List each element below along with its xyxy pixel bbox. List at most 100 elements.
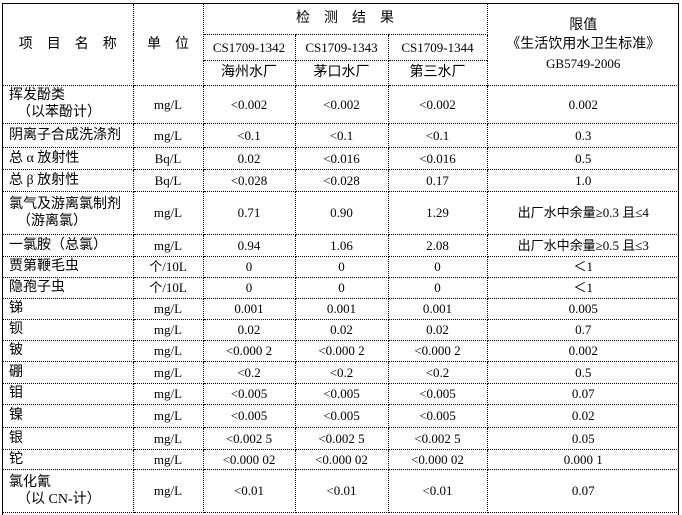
result-disan-cell: <0.002 <box>387 84 488 124</box>
result-haizhou-cell: <0.2 <box>202 360 296 384</box>
result-disan-cell: <0.002 5 <box>387 426 488 450</box>
plant-name-3: 第三水厂 <box>387 59 487 86</box>
param-name-cell: 镍 <box>3 403 134 428</box>
unit-cell: mg/L <box>132 122 204 148</box>
unit-cell: 个/10L <box>132 255 204 278</box>
result-haizhou-cell: <0.005 <box>202 403 296 428</box>
sample-id-3: CS1709-1344 <box>387 33 487 61</box>
param-name-line2: （以苯酚计） <box>17 105 101 120</box>
table-row: 总 β 放射性 Bq/L <0.028 <0.028 0.17 1.0 <box>3 168 678 192</box>
table-row: 锑 mg/L 0.001 0.001 0.001 0.005 <box>3 297 678 320</box>
param-name-cell: 硼 <box>3 360 134 384</box>
result-maokou-cell: 0 <box>294 255 389 278</box>
result-disan-cell: <0.01 <box>387 468 488 513</box>
limit-cell: 0.7 <box>486 318 678 341</box>
param-name: 钡 <box>9 322 23 337</box>
col-header-unit: 单 位 <box>132 4 204 86</box>
unit-cell: mg/L <box>132 448 204 470</box>
result-maokou-cell: <0.028 <box>294 168 389 192</box>
result-maokou-cell: <0.1 <box>294 122 389 148</box>
unit-cell: mg/L <box>132 339 204 362</box>
result-disan-cell: 2.08 <box>387 233 488 257</box>
result-haizhou-cell: <0.000 02 <box>202 448 296 470</box>
result-maokou-cell: <0.01 <box>294 468 389 513</box>
result-maokou-cell: <0.002 5 <box>294 426 389 450</box>
limit-standard-name: 《生活饮用水卫生标准》 <box>506 36 661 52</box>
table-row: 镍 mg/L <0.005 <0.005 <0.005 0.02 <box>3 403 678 428</box>
limit-cell: 0.002 <box>486 84 678 124</box>
param-name: 钼 <box>9 386 23 401</box>
param-name: 一氯胺（总氯） <box>9 237 107 253</box>
param-name: 银 <box>9 430 23 446</box>
table-row: 铊 mg/L <0.000 02 <0.000 02 <0.000 02 0.0… <box>3 448 678 470</box>
unit-cell: mg/L <box>132 403 204 428</box>
param-name: 总 α 放射性 <box>9 150 80 166</box>
result-haizhou-cell: 0.94 <box>202 233 296 257</box>
param-name-line2: （以 CN-计） <box>17 491 101 507</box>
param-name-cell: 一氯胺（总氯） <box>3 233 134 257</box>
result-maokou-cell: <0.016 <box>294 146 389 170</box>
limit-cell: 0.05 <box>486 426 678 450</box>
result-maokou-cell: 0.90 <box>294 190 389 235</box>
table-row: 硼 mg/L <0.2 <0.2 <0.2 0.5 <box>3 360 678 384</box>
param-name: 硼 <box>9 364 23 380</box>
limit-cell: 0.07 <box>486 382 678 405</box>
unit-cell: mg/L <box>132 190 204 235</box>
param-name: 镍 <box>9 408 23 423</box>
param-name: 铍 <box>9 343 23 358</box>
param-name-cell: 隐孢子虫 <box>3 276 134 299</box>
param-name: 铊 <box>9 451 23 467</box>
limit-cell: 0.005 <box>486 297 678 320</box>
param-name: 氯化氰 <box>9 474 51 490</box>
result-haizhou-cell: 0.02 <box>202 146 296 170</box>
result-disan-cell: <0.2 <box>387 360 488 384</box>
limit-cell: 出厂水中余量≥0.3 且≤4 <box>486 190 678 235</box>
param-name-cell: 银 <box>3 426 134 450</box>
result-disan-cell: <0.005 <box>387 382 488 405</box>
col-header-item-name: 项 目 名 称 <box>3 4 134 86</box>
param-name-cell: 钡 <box>3 318 134 341</box>
unit-cell: mg/L <box>132 233 204 257</box>
limit-title: 限值 <box>569 17 598 33</box>
table-row: 氯气及游离氯制剂 （游离氯） mg/L 0.71 0.90 1.29 出厂水中余… <box>3 190 678 235</box>
result-maokou-cell: <0.000 2 <box>294 339 389 362</box>
result-maokou-cell: <0.005 <box>294 382 389 405</box>
sample-id-2: CS1709-1343 <box>294 33 389 61</box>
limit-cell: 1.0 <box>486 168 678 192</box>
param-name-cell: 锑 <box>3 297 134 320</box>
param-name: 挥发酚类 <box>9 88 65 103</box>
limit-cell: 0.5 <box>486 146 678 170</box>
param-name: 氯气及游离氯制剂 <box>9 196 121 212</box>
limit-cell: 出厂水中余量≥0.5 且≤3 <box>486 233 678 257</box>
limit-cell: 0.5 <box>486 360 678 384</box>
param-name-cell: 阴离子合成洗涤剂 <box>3 122 134 148</box>
param-name-cell: 氯化氰 （以 CN-计） <box>3 468 134 513</box>
param-name-cell: 挥发酚类 （以苯酚计） <box>3 84 134 124</box>
limit-cell: 0.002 <box>486 339 678 362</box>
param-name-cell: 贾第鞭毛虫 <box>3 255 134 278</box>
unit-cell: mg/L <box>132 468 204 513</box>
result-disan-cell: <0.000 2 <box>387 339 488 362</box>
param-name: 锑 <box>9 301 23 316</box>
water-quality-report-table: 项 目 名 称 单 位 检 测 结 果 限值 《生活饮用水卫生标准》 GB574… <box>2 3 679 515</box>
result-haizhou-cell: <0.002 <box>202 84 296 124</box>
result-maokou-cell: <0.002 <box>294 84 389 124</box>
result-haizhou-cell: <0.002 5 <box>202 426 296 450</box>
limit-cell: ＜1 <box>486 255 678 278</box>
result-disan-cell: <0.000 02 <box>387 448 488 470</box>
result-maokou-cell: 0 <box>294 276 389 299</box>
result-disan-cell: 0 <box>387 255 488 278</box>
result-haizhou-cell: 0 <box>202 276 296 299</box>
table-row: 铍 mg/L <0.000 2 <0.000 2 <0.000 2 0.002 <box>3 339 678 362</box>
param-name: 贾第鞭毛虫 <box>9 259 79 274</box>
plant-name-1: 海州水厂 <box>203 59 296 86</box>
result-haizhou-cell: 0.02 <box>202 318 296 341</box>
param-name-cell: 铊 <box>3 448 134 470</box>
result-maokou-cell: <0.005 <box>294 403 389 428</box>
table-row: 钼 mg/L <0.005 <0.005 <0.005 0.07 <box>3 382 678 405</box>
plant-name-2: 茅口水厂 <box>294 59 389 86</box>
unit-cell: Bq/L <box>132 168 204 192</box>
result-disan-cell: <0.016 <box>387 146 488 170</box>
param-name: 总 β 放射性 <box>9 172 80 188</box>
result-disan-cell: 1.29 <box>387 190 488 235</box>
